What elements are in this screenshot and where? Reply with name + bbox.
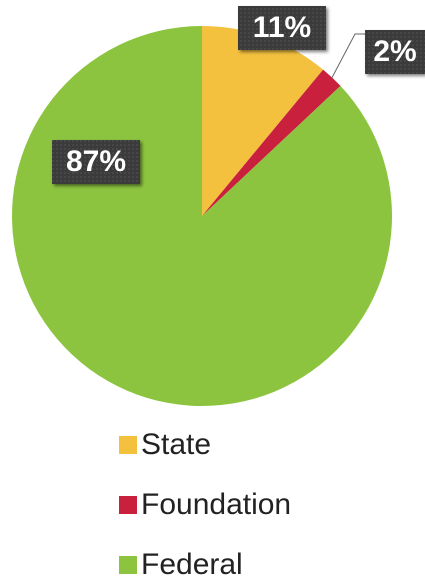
pie-slice — [11, 26, 392, 406]
data-label-box — [365, 30, 425, 74]
data-label: 87% — [66, 145, 126, 178]
pie-slice — [202, 26, 324, 216]
legend-swatch — [119, 496, 137, 514]
legend-swatch — [119, 556, 137, 574]
data-label: 11% — [253, 11, 311, 44]
data-label: 2% — [373, 35, 416, 68]
leader-line — [331, 33, 365, 78]
pie-slice — [202, 69, 341, 217]
legend-label: State — [141, 428, 211, 461]
legend-label: Foundation — [141, 488, 291, 521]
legend-label: Federal — [141, 548, 243, 578]
legend-swatch — [119, 436, 137, 454]
data-label-box — [238, 6, 326, 50]
data-label-box — [52, 140, 140, 184]
